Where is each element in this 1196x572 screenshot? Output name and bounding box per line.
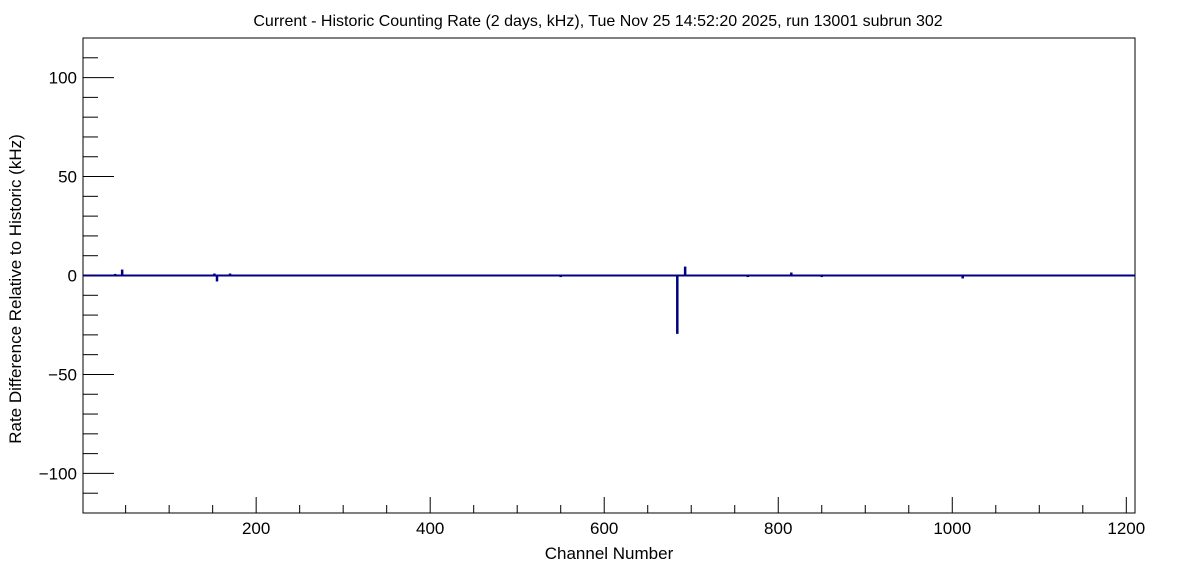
x-tick-label: 600 <box>590 519 618 538</box>
y-tick-label: −100 <box>39 464 77 483</box>
y-tick-label: 50 <box>58 168 77 187</box>
y-tick-label: 100 <box>49 69 77 88</box>
y-tick-label: 0 <box>68 267 77 286</box>
x-tick-label: 200 <box>242 519 270 538</box>
y-tick-label: −50 <box>48 365 77 384</box>
y-axis-label: Rate Difference Relative to Historic (kH… <box>6 134 25 444</box>
x-tick-label: 1200 <box>1107 519 1145 538</box>
data-series <box>83 266 1135 334</box>
x-axis-label: Channel Number <box>545 544 674 563</box>
chart-title: Current - Historic Counting Rate (2 days… <box>253 13 942 30</box>
axis-ticks: −100 −50 0 50 100 200 400 600 800 1000 1200 <box>39 57 1145 538</box>
x-tick-label: 1000 <box>933 519 971 538</box>
x-tick-label: 800 <box>764 519 792 538</box>
x-tick-label: 400 <box>416 519 444 538</box>
